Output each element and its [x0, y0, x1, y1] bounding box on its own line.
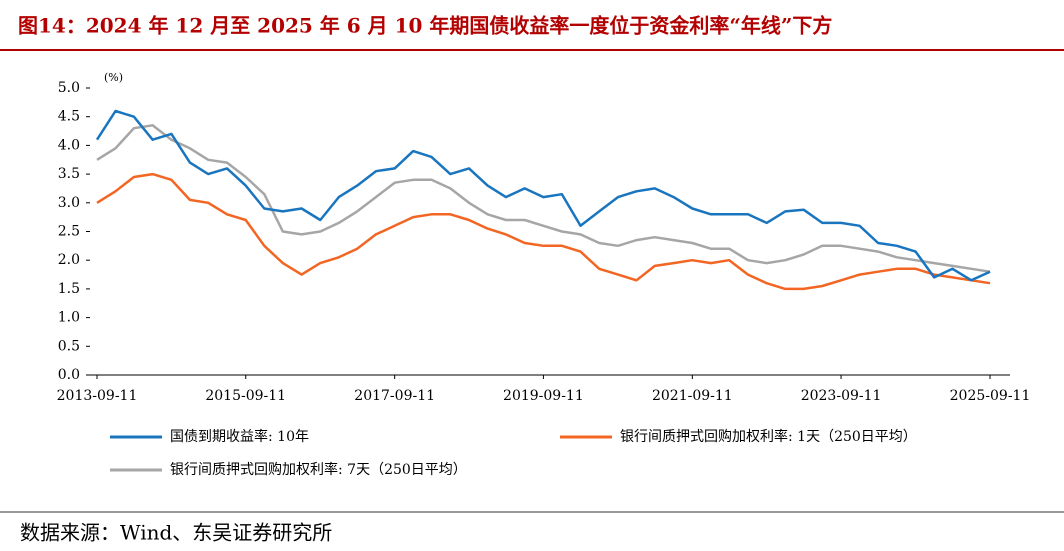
y-tick-label: 0.0: [58, 367, 80, 383]
y-tick-label: 1.0: [58, 310, 80, 326]
x-tick-label: 2015-09-11: [205, 388, 286, 404]
legend-label: 银行间质押式回购加权利率: 1天（250日平均）: [620, 428, 917, 445]
x-tick-label: 2013-09-11: [57, 388, 138, 404]
series-line: [96, 124, 991, 273]
y-tick-label: 3.0: [58, 195, 80, 211]
legend-label: 国债到期收益率: 10年: [170, 428, 309, 445]
x-tick-label: 2025-09-11: [950, 388, 1031, 404]
y-tick-label: 5.0: [58, 80, 80, 96]
y-tick-label: 4.5: [58, 109, 80, 125]
legend-label: 银行间质押式回购加权利率: 7天（250日平均）: [170, 461, 467, 478]
x-tick-label: 2021-09-11: [652, 388, 733, 404]
series-line: [95, 109, 991, 282]
y-tick-label: 3.5: [58, 166, 80, 182]
y-tick-label: 2.0: [58, 252, 80, 268]
y-tick-label: 2.5: [58, 224, 80, 240]
x-tick-label: 2023-09-11: [801, 388, 882, 404]
y-unit: (%): [104, 71, 123, 84]
series-line: [96, 172, 991, 291]
source: 数据来源：Wind、东吴证券研究所: [20, 521, 332, 545]
y-tick-label: 4.0: [58, 137, 80, 153]
y-tick-label: 1.5: [58, 281, 80, 297]
x-tick-label: 2017-09-11: [354, 388, 435, 404]
x-tick-label: 2019-09-11: [503, 388, 584, 404]
chart-title: 图14：2024 年 12 月至 2025 年 6 月 10 年期国债收益率一度…: [18, 14, 832, 38]
y-tick-label: 0.5: [58, 338, 80, 354]
